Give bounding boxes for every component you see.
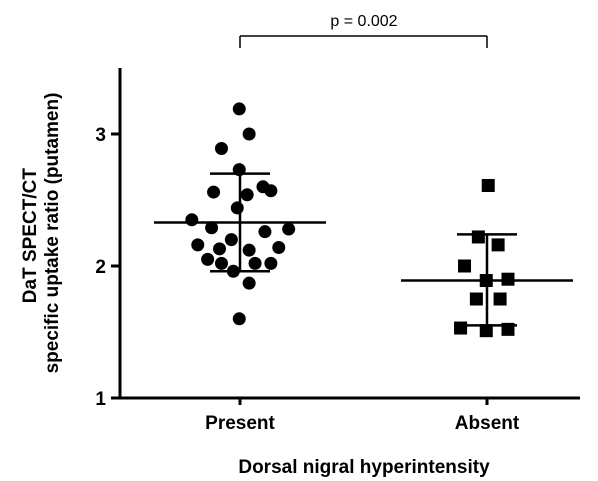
series-present bbox=[154, 102, 326, 326]
data-point bbox=[272, 241, 286, 255]
data-point bbox=[224, 233, 238, 247]
x-category-label-absent: Absent bbox=[455, 413, 520, 434]
data-point bbox=[493, 292, 507, 306]
y-ticks: 1 2 3 bbox=[95, 125, 120, 410]
data-point bbox=[264, 184, 278, 198]
data-point bbox=[205, 221, 219, 235]
y-tick-label-3: 3 bbox=[95, 125, 106, 146]
data-point bbox=[258, 225, 272, 239]
data-point bbox=[226, 264, 240, 278]
x-axis-title: Dorsal nigral hyperintensity bbox=[238, 457, 490, 478]
data-point bbox=[491, 238, 505, 252]
data-point bbox=[232, 312, 246, 326]
data-point bbox=[212, 242, 226, 256]
series-layer bbox=[154, 102, 573, 338]
data-point bbox=[242, 243, 256, 257]
data-point bbox=[191, 238, 205, 252]
x-categories: Present Absent bbox=[205, 398, 520, 434]
y-tick-label-2: 2 bbox=[95, 257, 106, 278]
data-point bbox=[232, 102, 246, 116]
data-point bbox=[185, 213, 199, 227]
y-axis-title: DaT SPECT/CT specific uptake ratio (puta… bbox=[20, 93, 63, 374]
y-tick-label-1: 1 bbox=[95, 389, 106, 410]
data-point bbox=[479, 274, 493, 288]
data-point bbox=[458, 259, 472, 273]
data-point bbox=[232, 163, 246, 177]
data-point bbox=[264, 256, 278, 270]
data-point bbox=[282, 222, 296, 236]
data-point bbox=[240, 188, 254, 202]
axes bbox=[118, 68, 580, 400]
data-point bbox=[481, 178, 495, 192]
significance-bracket: p = 0.002 bbox=[239, 13, 488, 48]
p-value-label: p = 0.002 bbox=[330, 13, 397, 30]
data-point bbox=[214, 142, 228, 156]
data-point bbox=[479, 324, 493, 338]
data-point bbox=[501, 272, 515, 286]
data-point bbox=[501, 322, 515, 336]
data-point bbox=[242, 276, 256, 290]
y-axis-title-line1: DaT SPECT/CT bbox=[20, 168, 41, 304]
data-point bbox=[248, 256, 262, 270]
data-point bbox=[471, 230, 485, 244]
data-point bbox=[207, 185, 221, 199]
data-point bbox=[201, 252, 215, 266]
data-point bbox=[454, 321, 468, 335]
data-point bbox=[214, 256, 228, 270]
data-point bbox=[242, 127, 256, 141]
series-absent bbox=[401, 178, 573, 338]
y-axis-title-line2: specific uptake ratio (putamen) bbox=[42, 93, 63, 374]
x-category-label-present: Present bbox=[205, 413, 275, 434]
data-point bbox=[469, 292, 483, 306]
data-point bbox=[230, 201, 244, 215]
